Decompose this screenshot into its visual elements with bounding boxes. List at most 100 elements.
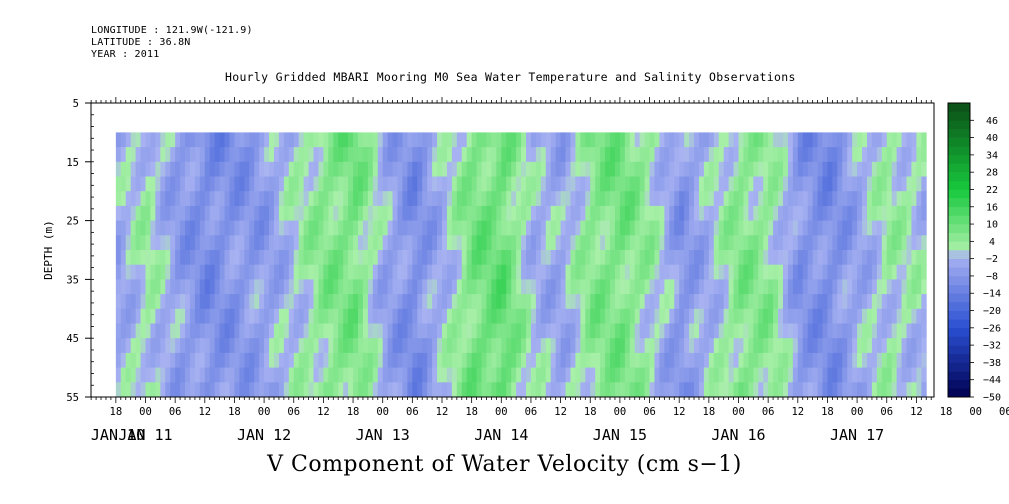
heatmap-cell [278,250,285,266]
heatmap-cell [629,279,636,295]
heatmap-cell [150,323,156,339]
heatmap-cell [743,147,749,163]
heatmap-cell [610,338,616,354]
heatmap-cell [382,323,389,339]
heatmap-cell [891,176,898,192]
heatmap-cell [367,161,374,177]
heatmap-cell [491,235,497,251]
heatmap-cell [600,220,606,236]
heatmap-cell [338,191,344,207]
heatmap-cell [348,205,354,221]
heatmap-cell [362,161,369,177]
heatmap-cell [377,161,384,177]
heatmap-cell [812,176,818,192]
heatmap-cell [694,161,700,177]
heatmap-cell [278,132,285,148]
heatmap-cell [896,382,902,398]
heatmap-cell [377,308,384,324]
heatmap-cell [891,308,898,324]
heatmap-cell [372,264,379,280]
heatmap-cell [679,176,685,192]
heatmap-cell [639,176,646,192]
heatmap-cell [639,338,646,354]
heatmap-cell [249,323,255,339]
heatmap-cell [555,132,561,148]
heatmap-cell [694,279,700,295]
heatmap-cell [797,367,804,383]
heatmap-cell [921,147,927,163]
heatmap-cell [921,308,927,324]
heatmap-cell [180,352,186,368]
heatmap-cell [442,323,448,339]
heatmap-cell [259,279,265,295]
colorbar-tick-label: 4 [989,237,995,248]
heatmap-cell [896,264,902,280]
heatmap-cell [540,147,547,163]
heatmap-cell [862,367,868,383]
heatmap-cell [150,352,156,368]
heatmap-cell [526,235,532,251]
colorbar-swatch [948,345,970,355]
heatmap-cell [461,308,468,324]
heatmap-cell [797,279,804,295]
heatmap-cell [550,147,557,163]
heatmap-cell [871,264,878,280]
heatmap-cell [343,264,349,280]
heatmap-cell [748,294,754,310]
heatmap-cell [249,176,255,192]
heatmap-cell [199,323,206,339]
heatmap-cell [812,191,818,207]
heatmap-cell [659,338,665,354]
heatmap-cell [684,161,690,177]
heatmap-cell [901,308,907,324]
heatmap-cell [486,279,492,295]
heatmap-cell [288,308,295,324]
heatmap-cell [708,235,715,251]
heatmap-cell [318,205,324,221]
heatmap-cell [199,338,206,354]
heatmap-cell [654,205,660,221]
heatmap-cell [832,191,838,207]
heatmap-cell [748,147,754,163]
heatmap-cell [634,176,641,192]
heatmap-cell [753,205,759,221]
heatmap-cell [422,352,428,368]
heatmap-cell [659,279,665,295]
heatmap-cell [802,220,809,236]
heatmap-cell [866,367,873,383]
heatmap-cell [219,250,225,266]
heatmap-cell [901,191,907,207]
heatmap-cell [234,161,240,177]
heatmap-cell [323,323,329,339]
heatmap-cell [679,205,685,221]
heatmap-cell [407,147,413,163]
heatmap-cell [713,382,720,398]
heatmap-cell [204,176,211,192]
heatmap-cell [782,235,789,251]
heatmap-cell [486,382,492,398]
heatmap-cell [728,132,734,148]
heatmap-cell [629,382,636,398]
heatmap-cell [204,382,211,398]
heatmap-cell [698,220,705,236]
heatmap-cell [871,205,878,221]
heatmap-cell [249,367,255,383]
heatmap-cell [778,220,784,236]
heatmap-cell [219,279,225,295]
heatmap-cell [911,220,917,236]
heatmap-cell [600,323,606,339]
heatmap-cell [451,205,458,221]
heatmap-cell [264,367,270,383]
heatmap-cell [540,279,547,295]
heatmap-cell [792,382,799,398]
heatmap-cell [333,161,339,177]
heatmap-cell [901,323,907,339]
heatmap-cell [906,161,912,177]
heatmap-cell [881,294,888,310]
heatmap-cell [318,176,324,192]
heatmap-cell [318,367,324,383]
heatmap-cell [318,279,324,295]
heatmap-cell [170,191,176,207]
heatmap-cell [209,205,216,221]
